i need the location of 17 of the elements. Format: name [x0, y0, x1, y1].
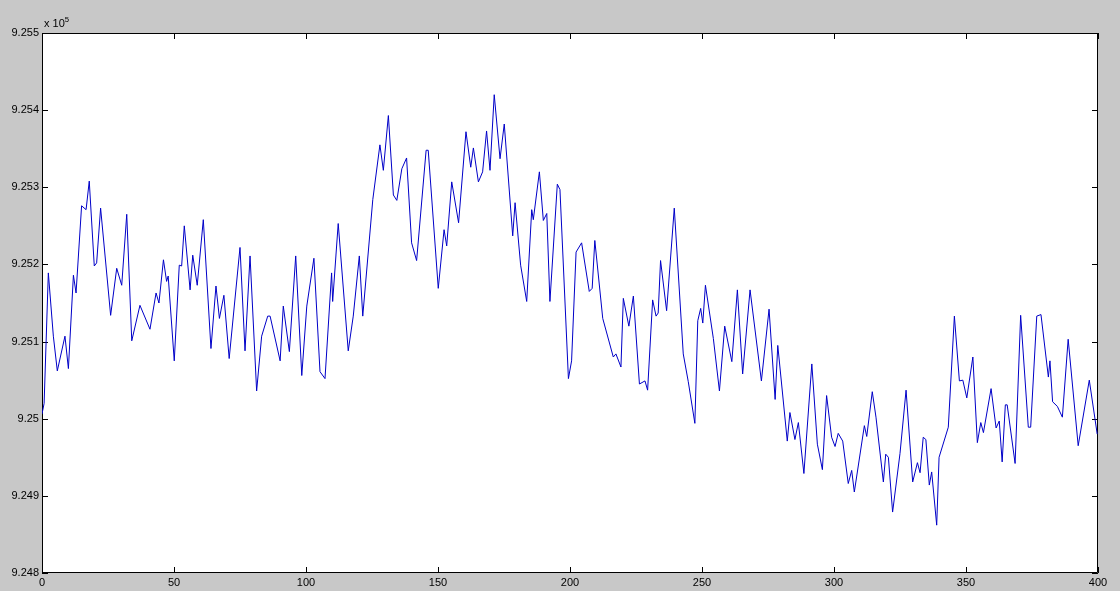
x-tick-label: 250	[692, 575, 712, 588]
y-tick-label: 9.248	[11, 566, 39, 579]
y-tick-label: 9.252	[11, 257, 39, 270]
x-tick-label: 300	[824, 575, 844, 588]
y-tick-label: 9.249	[11, 488, 39, 501]
x-tick-label: 350	[956, 575, 976, 588]
x-tick-label: 200	[560, 575, 580, 588]
y-tick-label: 9.253	[11, 180, 39, 193]
x-tick-label: 50	[167, 575, 181, 588]
y-tick-label: 9.25	[17, 411, 39, 424]
y-tick-label: 9.255	[11, 26, 39, 39]
y-tick-label: 9.251	[11, 334, 39, 347]
y-tick-label: 9.254	[11, 103, 39, 116]
x-tick-label: 100	[296, 575, 316, 588]
x-tick-label: 150	[428, 575, 448, 588]
x-tick-label: 0	[38, 575, 46, 588]
x-tick-label: 400	[1088, 575, 1108, 588]
